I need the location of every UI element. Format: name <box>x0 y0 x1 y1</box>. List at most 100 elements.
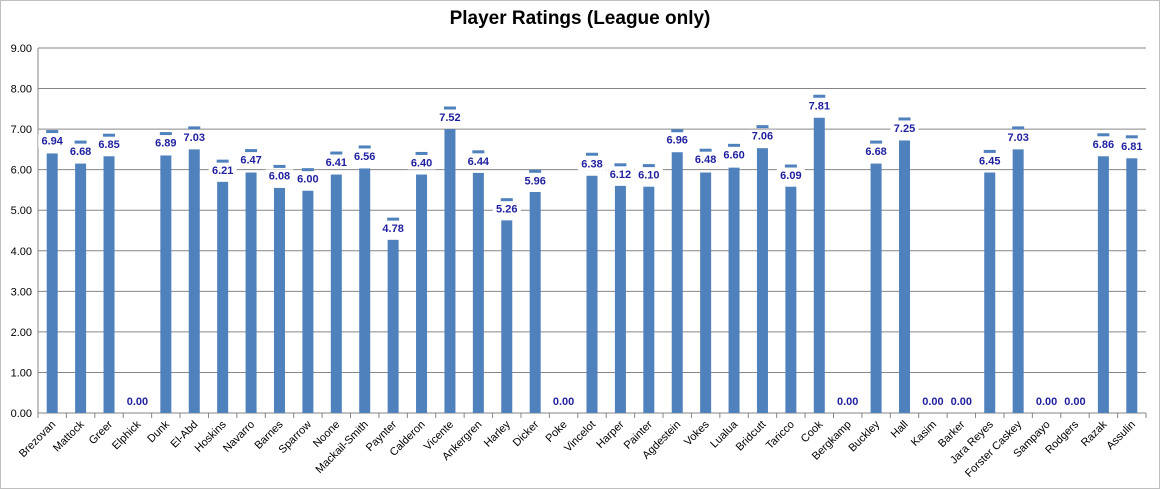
data-label: 6.08 <box>269 170 290 182</box>
data-label: 6.85 <box>98 139 119 151</box>
rating-marker <box>358 145 371 149</box>
bar <box>359 168 371 413</box>
data-label: 6.45 <box>979 155 1000 167</box>
data-label-bg <box>208 164 237 178</box>
data-label: 6.21 <box>212 165 233 177</box>
category-label: Dicker <box>511 418 542 449</box>
y-axis-ticks: 0.00 1.00 2.00 3.00 4.00 5.00 6.00 7.00 8.00 9.00 <box>11 43 32 420</box>
data-label: 6.10 <box>638 170 659 182</box>
bar <box>387 239 399 413</box>
category-label: Mattock <box>51 418 87 454</box>
data-label: 4.78 <box>382 223 403 235</box>
rating-marker <box>188 126 201 130</box>
bar <box>728 167 740 413</box>
y-tick-label: 2.00 <box>11 327 32 339</box>
category-label: Hall <box>889 419 911 441</box>
data-label: 5.96 <box>524 175 545 187</box>
rating-marker <box>46 130 59 134</box>
data-label-bg <box>95 138 124 152</box>
rating-marker <box>728 143 741 147</box>
bar <box>785 186 797 413</box>
rating-marker <box>500 198 513 202</box>
rating-marker <box>529 169 542 173</box>
bar <box>529 191 541 413</box>
data-label-bg <box>464 154 493 168</box>
rating-marker <box>1012 126 1025 130</box>
rating-marker <box>699 148 712 152</box>
data-label-bg <box>1117 139 1146 153</box>
y-tick-label: 4.00 <box>11 246 32 258</box>
data-label: 6.89 <box>155 138 176 150</box>
data-label-bg <box>123 395 152 408</box>
data-label-bg <box>1004 130 1033 144</box>
category-label: Assulin <box>1104 419 1138 453</box>
category-label: Poke <box>543 419 569 445</box>
bar <box>188 149 200 413</box>
data-label-bg <box>435 111 464 125</box>
data-label-bg <box>549 395 578 408</box>
y-tick-label: 5.00 <box>11 205 32 217</box>
bar <box>643 186 655 413</box>
y-tick-label: 0.00 <box>11 408 32 420</box>
rating-marker <box>245 149 258 153</box>
rating-marker <box>301 168 314 172</box>
category-label: Vincelot <box>562 419 598 455</box>
data-label: 6.81 <box>1121 141 1142 153</box>
bar <box>671 152 683 413</box>
bar <box>899 140 911 413</box>
data-label: 7.52 <box>439 112 460 124</box>
data-label-bg <box>634 168 663 182</box>
data-label-bg <box>379 222 408 236</box>
bar <box>75 163 87 413</box>
category-label: Taricco <box>764 419 797 452</box>
rating-marker <box>813 94 826 98</box>
data-label-bg <box>776 169 805 183</box>
data-label-bg <box>521 174 550 188</box>
bar <box>1126 158 1138 413</box>
rating-marker <box>74 140 87 144</box>
category-label: Elphick <box>110 418 144 452</box>
data-label: 6.44 <box>468 156 490 168</box>
data-label-bg <box>1089 137 1118 151</box>
data-label-bg <box>492 202 521 216</box>
data-label: 7.81 <box>809 100 830 112</box>
rating-marker <box>784 164 797 168</box>
data-label: 6.00 <box>297 174 318 186</box>
data-label: 7.03 <box>184 132 205 144</box>
data-label: 0.00 <box>951 396 972 408</box>
bar <box>416 174 428 413</box>
data-label-bg <box>691 153 720 167</box>
data-label-bg <box>38 134 67 148</box>
bar <box>586 175 598 413</box>
data-label: 7.06 <box>752 131 773 143</box>
data-label-bg <box>862 145 891 159</box>
rating-marker <box>671 129 684 133</box>
rating-marker <box>983 149 996 153</box>
data-label-bg <box>890 121 919 135</box>
bars: 6.94 6.68 6.85 0.00 6.89 7.03 6.21 6.47 6.08 6.00… <box>38 94 1146 414</box>
rating-marker <box>586 152 598 156</box>
data-label-bg <box>918 395 947 408</box>
data-label: 6.38 <box>581 158 602 170</box>
data-label: 6.40 <box>411 157 432 169</box>
bar <box>444 129 456 413</box>
data-label: 0.00 <box>837 396 858 408</box>
data-label: 6.94 <box>41 136 63 148</box>
data-label: 6.12 <box>610 169 631 181</box>
data-label-bg <box>350 149 379 163</box>
bar <box>756 148 768 413</box>
y-tick-label: 8.00 <box>11 84 32 96</box>
data-label-bg <box>407 156 436 170</box>
rating-marker <box>216 159 229 163</box>
rating-marker <box>898 117 911 121</box>
rating-marker <box>1125 135 1138 139</box>
bar <box>501 220 513 413</box>
data-label: 6.68 <box>865 146 886 158</box>
rating-marker <box>330 151 343 155</box>
data-label-bg <box>1032 395 1061 408</box>
data-label: 6.56 <box>354 151 375 163</box>
bar <box>614 185 626 413</box>
data-label: 6.41 <box>326 157 347 169</box>
